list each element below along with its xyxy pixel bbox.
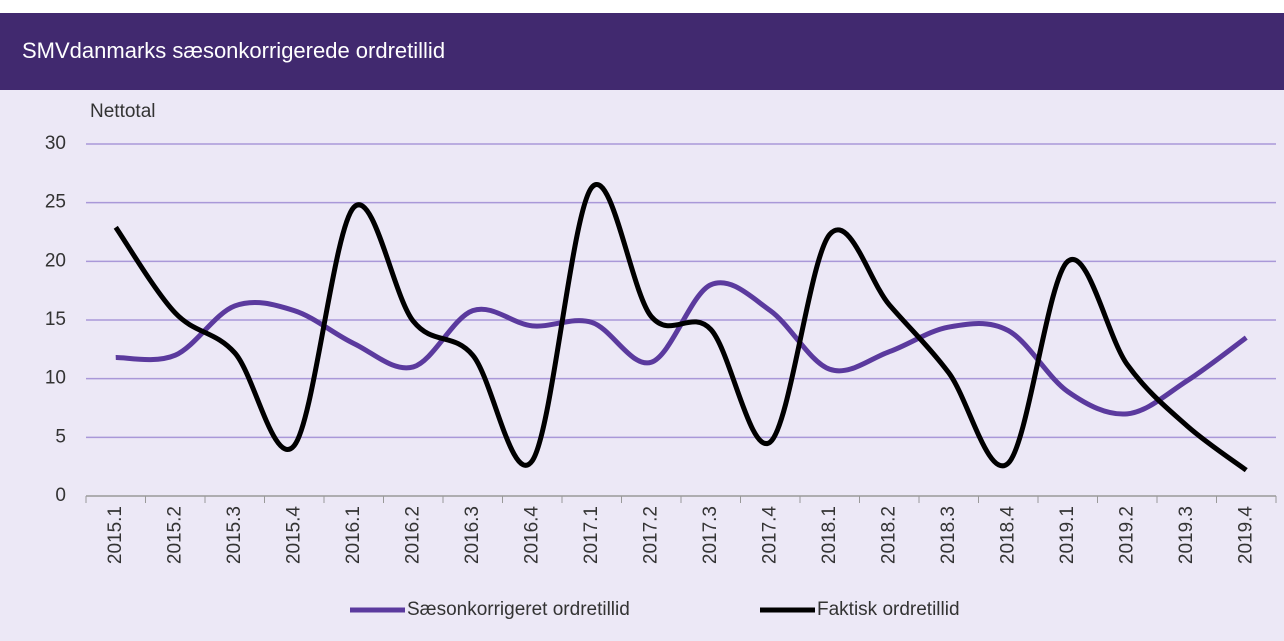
- y-axis-label: Nettotal: [90, 101, 155, 122]
- chart-title: SMVdanmarks sæsonkorrigerede ordretillid: [22, 38, 445, 63]
- legend-label: Faktisk ordretillid: [817, 599, 960, 620]
- x-tick-label: 2017.2: [640, 506, 661, 564]
- y-tick-label: 30: [45, 133, 66, 154]
- x-tick-label: 2016.2: [402, 506, 423, 564]
- x-tick-label: 2017.1: [581, 506, 602, 564]
- panel: [0, 13, 1284, 641]
- y-tick-label: 10: [45, 368, 66, 389]
- y-tick-label: 20: [45, 250, 66, 271]
- x-tick-label: 2017.3: [700, 506, 721, 564]
- x-tick-label: 2018.2: [878, 506, 899, 564]
- x-tick-label: 2018.3: [938, 506, 959, 564]
- x-tick-label: 2016.1: [343, 506, 364, 564]
- x-tick-label: 2015.2: [164, 506, 185, 564]
- y-tick-label: 15: [45, 309, 66, 330]
- x-tick-label: 2015.3: [224, 506, 245, 564]
- series-line: [115, 280, 1248, 417]
- x-tick-label: 2015.4: [283, 506, 304, 565]
- x-tick-label: 2018.4: [997, 506, 1018, 565]
- x-tick-label: 2015.1: [105, 506, 126, 564]
- x-tick-label: 2019.1: [1057, 506, 1078, 564]
- x-tick-label: 2017.4: [759, 506, 780, 565]
- series-line: [113, 182, 1248, 473]
- x-tick-label: 2019.3: [1176, 506, 1197, 564]
- x-tick-label: 2018.1: [819, 506, 840, 564]
- x-tick-label: 2019.4: [1235, 506, 1256, 565]
- header: [0, 13, 1284, 90]
- x-tick-label: 2019.2: [1116, 506, 1137, 564]
- y-tick-label: 5: [55, 426, 66, 447]
- x-tick-label: 2016.4: [521, 506, 542, 565]
- y-tick-label: 0: [55, 485, 66, 506]
- x-tick-label: 2016.3: [462, 506, 483, 564]
- y-tick-label: 25: [45, 192, 66, 213]
- legend-label: Sæsonkorrigeret ordretillid: [407, 599, 630, 620]
